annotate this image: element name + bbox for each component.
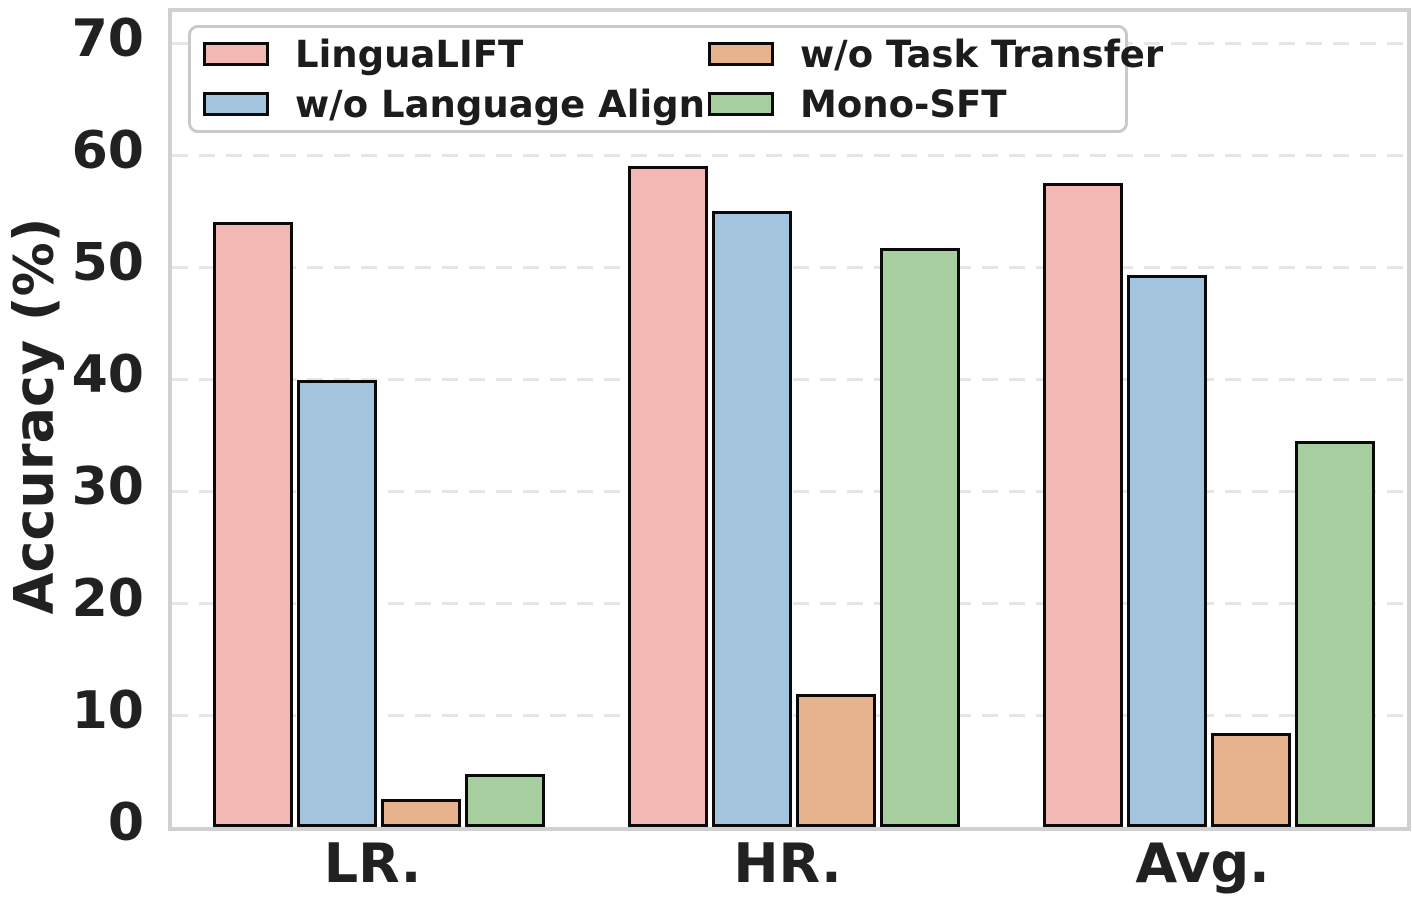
bar-lingualift-avg xyxy=(1042,183,1123,827)
legend-swatch-w-o-task-transfer xyxy=(708,42,774,66)
y-tick-label-70: 70 xyxy=(71,9,144,70)
bar-mono-sft-lr xyxy=(464,774,545,827)
bar-w-o-language-align-hr xyxy=(711,211,792,827)
y-tick-label-0: 0 xyxy=(107,793,144,853)
legend-label-lingualift: LinguaLIFT xyxy=(295,32,524,76)
y-tick-label-10: 10 xyxy=(71,681,144,742)
bar-w-o-task-transfer-lr xyxy=(380,799,461,827)
legend-swatch-mono-sft xyxy=(708,92,774,116)
y-tick-label-20: 20 xyxy=(71,569,144,630)
legend-label-mono-sft: Mono-SFT xyxy=(800,82,1007,126)
bar-mono-sft-avg xyxy=(1294,441,1375,827)
bar-mono-sft-hr xyxy=(879,248,960,827)
legend-label-w-o-task-transfer: w/o Task Transfer xyxy=(800,32,1164,76)
y-tick-label-40: 40 xyxy=(71,345,144,406)
legend-item-mono-sft: Mono-SFT xyxy=(708,79,1163,129)
legend-swatch-lingualift xyxy=(203,42,269,66)
bar-w-o-task-transfer-avg xyxy=(1210,733,1291,827)
x-tick-label-lr: LR. xyxy=(323,832,422,895)
bar-lingualift-hr xyxy=(627,166,708,827)
x-tick-label-hr: HR. xyxy=(733,832,842,895)
legend-label-w-o-language-align: w/o Language Align xyxy=(295,82,705,126)
legend-item-w-o-language-align: w/o Language Align xyxy=(203,79,708,129)
bar-lingualift-lr xyxy=(212,222,293,827)
plot-area: LinguaLIFT w/o Task Transfer w/o Language … xyxy=(168,8,1411,831)
x-tick-label-avg: Avg. xyxy=(1135,832,1270,895)
legend-swatch-w-o-language-align xyxy=(203,92,269,116)
bar-w-o-language-align-avg xyxy=(1126,275,1207,827)
y-tick-label-30: 30 xyxy=(71,457,144,518)
y-tick-label-50: 50 xyxy=(71,233,144,294)
legend: LinguaLIFT w/o Task Transfer w/o Language … xyxy=(188,25,1163,133)
y-tick-label-60: 60 xyxy=(71,121,144,182)
legend-item-w-o-task-transfer: w/o Task Transfer xyxy=(708,29,1163,79)
gridline-y-60 xyxy=(172,153,1407,157)
bar-w-o-task-transfer-hr xyxy=(795,694,876,827)
legend-item-lingualift: LinguaLIFT xyxy=(203,29,708,79)
bar-w-o-language-align-lr xyxy=(296,380,377,827)
